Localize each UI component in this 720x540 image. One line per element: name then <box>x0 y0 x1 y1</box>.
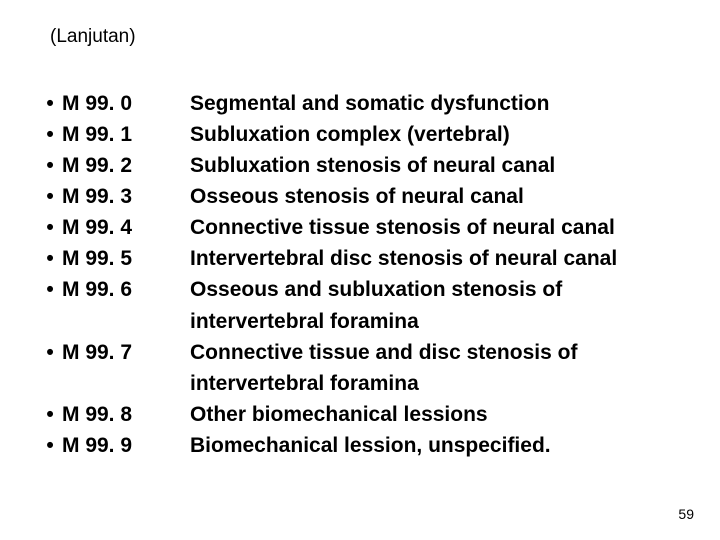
item-code: M 99. 1 <box>62 119 190 150</box>
item-code: M 99. 7 <box>62 337 190 368</box>
bullet-icon: • <box>38 399 62 430</box>
list-item: • M 99. 6 Osseous and subluxation stenos… <box>38 274 690 336</box>
bullet-icon: • <box>38 181 62 212</box>
item-code: M 99. 9 <box>62 430 190 461</box>
item-description: Other biomechanical lessions <box>190 399 690 430</box>
item-description: Osseous stenosis of neural canal <box>190 181 690 212</box>
item-code: M 99. 0 <box>62 88 190 119</box>
bullet-icon: • <box>38 430 62 461</box>
code-list: • M 99. 0 Segmental and somatic dysfunct… <box>38 88 690 461</box>
bullet-icon: • <box>38 212 62 243</box>
list-item: • M 99. 2 Subluxation stenosis of neural… <box>38 150 690 181</box>
bullet-icon: • <box>38 274 62 305</box>
list-item: • M 99. 4 Connective tissue stenosis of … <box>38 212 690 243</box>
item-description: Subluxation complex (vertebral) <box>190 119 690 150</box>
item-description: Connective tissue stenosis of neural can… <box>190 212 690 243</box>
item-code: M 99. 6 <box>62 274 190 305</box>
bullet-icon: • <box>38 119 62 150</box>
list-item: • M 99. 0 Segmental and somatic dysfunct… <box>38 88 690 119</box>
page-heading: (Lanjutan) <box>50 26 136 48</box>
item-code: M 99. 3 <box>62 181 190 212</box>
bullet-icon: • <box>38 243 62 274</box>
item-description: Segmental and somatic dysfunction <box>190 88 690 119</box>
list-item: • M 99. 7 Connective tissue and disc ste… <box>38 337 690 399</box>
page-number: 59 <box>678 506 694 522</box>
item-code: M 99. 8 <box>62 399 190 430</box>
item-code: M 99. 5 <box>62 243 190 274</box>
list-item: • M 99. 5 Intervertebral disc stenosis o… <box>38 243 690 274</box>
list-item: • M 99. 8 Other biomechanical lessions <box>38 399 690 430</box>
item-description: Intervertebral disc stenosis of neural c… <box>190 243 690 274</box>
bullet-icon: • <box>38 337 62 368</box>
item-description: Subluxation stenosis of neural canal <box>190 150 690 181</box>
list-item: • M 99. 9 Biomechanical lession, unspeci… <box>38 430 690 461</box>
item-code: M 99. 2 <box>62 150 190 181</box>
item-description: Biomechanical lession, unspecified. <box>190 430 690 461</box>
bullet-icon: • <box>38 150 62 181</box>
list-item: • M 99. 1 Subluxation complex (vertebral… <box>38 119 690 150</box>
list-item: • M 99. 3 Osseous stenosis of neural can… <box>38 181 690 212</box>
item-code: M 99. 4 <box>62 212 190 243</box>
item-description: Connective tissue and disc stenosis of i… <box>190 337 690 399</box>
item-description: Osseous and subluxation stenosis of inte… <box>190 274 690 336</box>
bullet-icon: • <box>38 88 62 119</box>
